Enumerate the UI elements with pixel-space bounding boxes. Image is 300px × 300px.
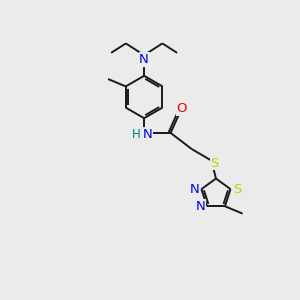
Text: S: S xyxy=(233,183,241,196)
Text: S: S xyxy=(211,157,219,170)
Text: H: H xyxy=(131,128,140,141)
Text: N: N xyxy=(196,200,206,213)
Text: N: N xyxy=(143,128,152,141)
Text: O: O xyxy=(176,102,187,115)
Text: N: N xyxy=(190,183,200,196)
Text: N: N xyxy=(139,53,149,66)
